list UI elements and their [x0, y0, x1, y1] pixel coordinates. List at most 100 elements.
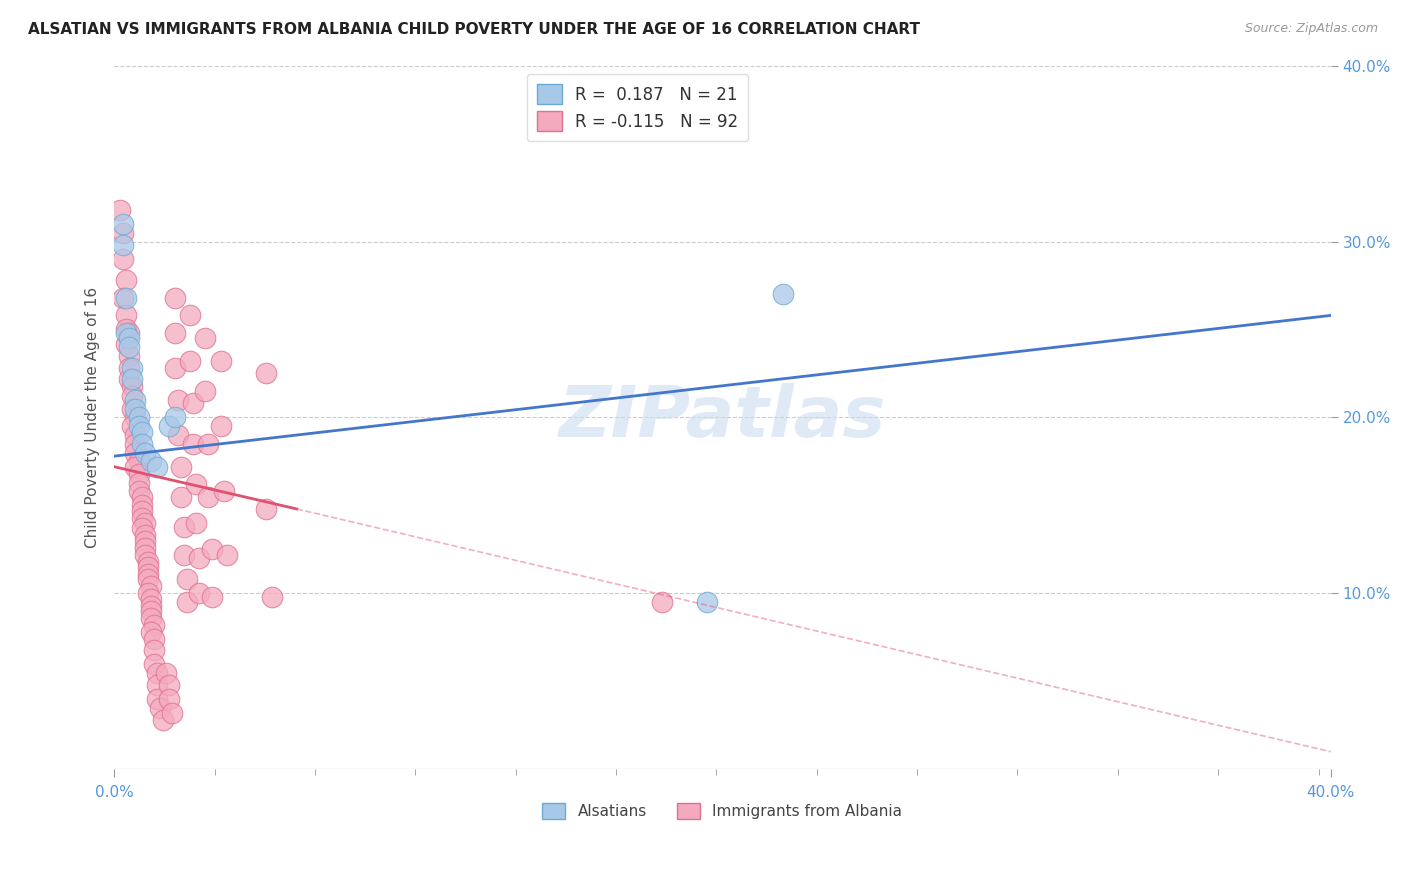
Point [131, 499, 153, 513]
Point [163, 291, 186, 305]
Point [131, 510, 153, 524]
Point [134, 516, 156, 530]
Point [772, 287, 794, 301]
Point [173, 519, 195, 533]
Point [145, 678, 167, 692]
Point [118, 331, 141, 345]
Point [212, 484, 235, 499]
Point [139, 599, 162, 613]
Point [131, 425, 153, 439]
Point [128, 484, 150, 499]
Point [197, 490, 219, 504]
Text: ZIPatlas: ZIPatlas [558, 383, 886, 452]
Point [134, 445, 156, 459]
Point [197, 437, 219, 451]
Point [200, 542, 222, 557]
Point [121, 361, 143, 376]
Point [142, 632, 165, 647]
Point [163, 326, 186, 340]
Point [179, 354, 201, 368]
Point [136, 586, 159, 600]
Point [176, 572, 198, 586]
Point [262, 590, 284, 604]
Point [139, 579, 162, 593]
Point [128, 419, 150, 434]
Point [170, 459, 193, 474]
Point [173, 548, 195, 562]
Point [254, 367, 277, 381]
Point [124, 392, 146, 407]
Point [149, 700, 172, 714]
Point [134, 548, 156, 562]
Point [121, 372, 143, 386]
Point [139, 591, 162, 606]
Point [167, 428, 190, 442]
Point [118, 349, 141, 363]
Point [134, 533, 156, 548]
Point [157, 419, 180, 434]
Point [145, 665, 167, 680]
Point [181, 396, 204, 410]
Point [124, 459, 146, 474]
Point [139, 454, 162, 468]
Point [145, 692, 167, 706]
Point [115, 326, 138, 340]
Point [139, 625, 162, 640]
Point [160, 706, 183, 720]
Point [134, 528, 156, 542]
Point [115, 273, 138, 287]
Point [179, 309, 201, 323]
Point [118, 361, 141, 376]
Point [115, 322, 138, 336]
Point [136, 567, 159, 582]
Point [112, 291, 135, 305]
Point [136, 555, 159, 569]
Point [136, 560, 159, 574]
Point [209, 419, 232, 434]
Point [131, 490, 153, 504]
Point [186, 516, 208, 530]
Point [139, 611, 162, 625]
Point [112, 238, 135, 252]
Point [131, 521, 153, 535]
Point [136, 572, 159, 586]
Point [112, 226, 135, 240]
Point [118, 340, 141, 354]
Point [128, 467, 150, 481]
Point [124, 437, 146, 451]
Point [200, 590, 222, 604]
Point [139, 604, 162, 618]
Point [115, 291, 138, 305]
Point [170, 490, 193, 504]
Point [110, 202, 132, 217]
Point [181, 437, 204, 451]
Point [155, 665, 177, 680]
Point [194, 331, 217, 345]
Point [124, 445, 146, 459]
Point [128, 410, 150, 425]
Point [121, 419, 143, 434]
Legend: Alsatians, Immigrants from Albania: Alsatians, Immigrants from Albania [536, 797, 908, 825]
Point [152, 713, 174, 727]
Point [157, 678, 180, 692]
Point [651, 595, 673, 609]
Point [112, 217, 135, 231]
Point [115, 336, 138, 351]
Point [115, 309, 138, 323]
Point [145, 459, 167, 474]
Point [118, 372, 141, 386]
Point [121, 389, 143, 403]
Point [157, 692, 180, 706]
Point [131, 504, 153, 518]
Point [124, 428, 146, 442]
Point [142, 657, 165, 671]
Point [167, 392, 190, 407]
Point [121, 378, 143, 392]
Point [142, 618, 165, 632]
Point [209, 354, 232, 368]
Point [188, 586, 211, 600]
Point [142, 642, 165, 657]
Point [124, 410, 146, 425]
Point [194, 384, 217, 398]
Text: ALSATIAN VS IMMIGRANTS FROM ALBANIA CHILD POVERTY UNDER THE AGE OF 16 CORRELATIO: ALSATIAN VS IMMIGRANTS FROM ALBANIA CHIL… [28, 22, 920, 37]
